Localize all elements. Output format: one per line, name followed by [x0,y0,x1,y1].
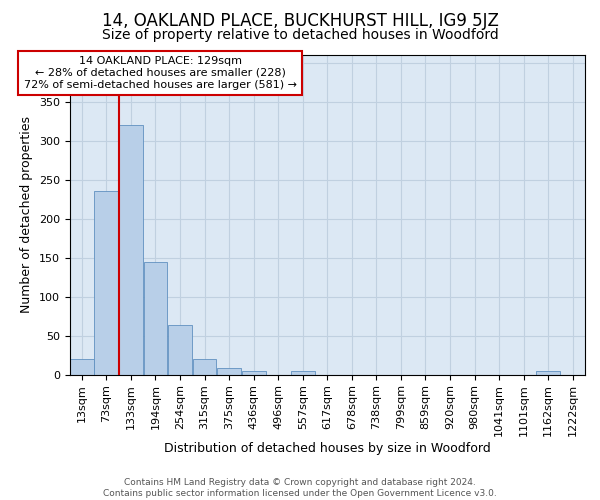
Text: Size of property relative to detached houses in Woodford: Size of property relative to detached ho… [101,28,499,42]
Bar [143,262,167,374]
Text: Contains HM Land Registry data © Crown copyright and database right 2024.
Contai: Contains HM Land Registry data © Crown c… [103,478,497,498]
Text: 14 OAKLAND PLACE: 129sqm
← 28% of detached houses are smaller (228)
72% of semi-: 14 OAKLAND PLACE: 129sqm ← 28% of detach… [24,56,297,90]
X-axis label: Distribution of detached houses by size in Woodford: Distribution of detached houses by size … [164,442,491,455]
Y-axis label: Number of detached properties: Number of detached properties [20,116,33,314]
Bar [193,359,217,374]
Bar [70,359,94,374]
Bar [291,370,314,374]
Bar [536,372,560,374]
Bar [242,370,266,374]
Bar [168,324,192,374]
Text: 14, OAKLAND PLACE, BUCKHURST HILL, IG9 5JZ: 14, OAKLAND PLACE, BUCKHURST HILL, IG9 5… [101,12,499,30]
Bar [94,192,118,374]
Bar [119,125,143,374]
Bar [217,368,241,374]
